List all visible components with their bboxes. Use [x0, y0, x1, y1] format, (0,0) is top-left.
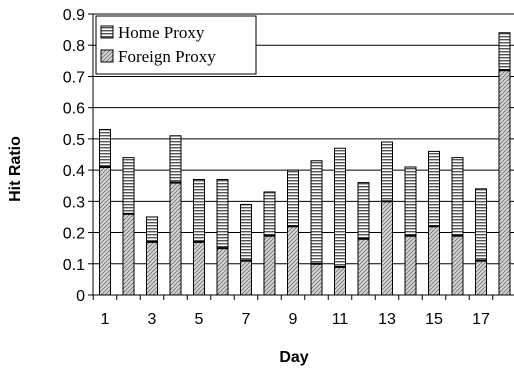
- bar-foreign-proxy-day-13: [381, 200, 393, 296]
- bar-foreign-proxy-day-8: [263, 235, 276, 296]
- y-tick-label: 0: [76, 288, 85, 305]
- x-tick-labels: 1 3 5 7 9 11 13 15 17: [101, 311, 490, 328]
- y-tick-label: 0.9: [63, 7, 85, 24]
- x-tick-label: 3: [148, 311, 157, 328]
- bar-home-proxy-day-1: [99, 129, 111, 168]
- bar-foreign-proxy-day-5: [193, 241, 205, 296]
- x-tick-label: 9: [289, 311, 298, 328]
- bar-home-proxy-day-11: [334, 147, 346, 268]
- bar-foreign-proxy-day-17: [475, 260, 487, 296]
- y-tick-label: 0.1: [63, 257, 85, 274]
- x-tick-label: 17: [472, 311, 490, 328]
- bar-home-proxy-day-4: [169, 135, 182, 184]
- bar-home-proxy-day-17: [475, 188, 487, 262]
- x-tick-label: 11: [332, 311, 349, 328]
- bar-home-proxy-day-2: [122, 157, 135, 215]
- y-axis-title: Hit Ratio: [7, 136, 24, 202]
- bar-home-proxy-day-3: [146, 216, 158, 243]
- bar-home-proxy-day-18: [498, 32, 511, 71]
- y-tick-label: 0.3: [63, 194, 85, 211]
- x-tick-label: 15: [425, 311, 443, 328]
- bar-foreign-proxy-day-14: [404, 235, 417, 296]
- legend-swatch-foreign-proxy: [100, 49, 114, 63]
- bar-home-proxy-day-13: [381, 141, 393, 202]
- legend-box: [95, 15, 257, 75]
- y-tick-label: 0.6: [63, 101, 85, 118]
- gridlines: [88, 13, 514, 296]
- bar-home-proxy-day-14: [404, 166, 417, 237]
- bar-foreign-proxy-day-7: [240, 260, 252, 296]
- legend: Home Proxy Foreign Proxy: [95, 15, 257, 75]
- bar-foreign-proxy-day-2: [122, 213, 135, 296]
- x-tick-label: 1: [101, 311, 110, 328]
- bar-home-proxy-day-6: [216, 178, 229, 249]
- y-tick-labels: 0 0.1 0.2 0.3 0.4 0.5 0.6 0.7 0.8 0.9: [63, 7, 85, 305]
- bar-foreign-proxy-day-16: [451, 235, 464, 296]
- bar-home-proxy-day-15: [428, 150, 440, 227]
- legend-swatch-home-proxy: [100, 25, 114, 39]
- y-tick-label: 0.8: [63, 38, 85, 55]
- x-tick-label: 7: [242, 311, 251, 328]
- bar-home-proxy-day-16: [451, 157, 464, 237]
- bar-home-proxy-day-8: [263, 191, 276, 237]
- bar-foreign-proxy-day-9: [287, 225, 299, 296]
- bar-home-proxy-day-9: [287, 169, 299, 227]
- bar-foreign-proxy-day-11: [334, 266, 346, 296]
- bar-foreign-proxy-day-12: [357, 238, 370, 296]
- legend-label-home-proxy: Home Proxy: [118, 23, 205, 42]
- y-tick-label: 0.4: [63, 163, 85, 180]
- bar-home-proxy-day-5: [193, 178, 205, 243]
- y-tick-label: 0.7: [63, 69, 85, 86]
- x-axis-title: Day: [279, 349, 308, 366]
- y-tick-label: 0.5: [63, 132, 85, 149]
- bar-home-proxy-day-10: [310, 160, 323, 265]
- bar-foreign-proxy-day-6: [216, 247, 229, 296]
- bar-foreign-proxy-day-4: [169, 182, 182, 296]
- bar-home-proxy-day-7: [240, 203, 252, 262]
- bar-foreign-proxy-day-18: [498, 69, 511, 296]
- bar-foreign-proxy-day-10: [310, 263, 323, 296]
- x-tick-label: 5: [195, 311, 204, 328]
- bar-foreign-proxy-day-1: [99, 166, 111, 296]
- y-tick-label: 0.2: [63, 226, 85, 243]
- bar-home-proxy-day-12: [357, 182, 370, 240]
- x-tick-label: 13: [378, 311, 396, 328]
- legend-label-foreign-proxy: Foreign Proxy: [118, 47, 216, 66]
- bars: [99, 32, 511, 296]
- axes: [92, 14, 514, 300]
- bar-foreign-proxy-day-15: [428, 225, 440, 296]
- bar-foreign-proxy-day-3: [146, 241, 158, 296]
